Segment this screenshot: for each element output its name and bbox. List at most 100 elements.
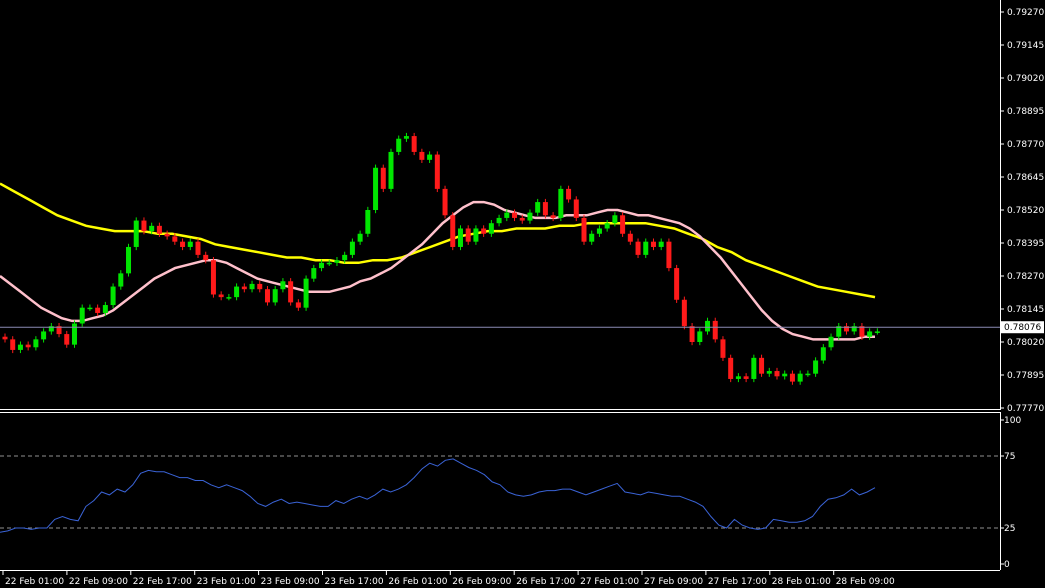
price-tick-label: 0.78270 <box>1007 272 1044 282</box>
candle-body <box>388 151 394 189</box>
candle-body <box>836 326 842 337</box>
candle-body <box>820 347 826 361</box>
candle-body <box>349 241 355 255</box>
current-price-group: 0.78076 <box>0 321 1044 334</box>
current-price-label: 0.78076 <box>1004 323 1041 333</box>
candle-body <box>759 357 765 374</box>
candle-body <box>419 151 425 160</box>
candle-body <box>434 154 440 189</box>
candle-body <box>156 225 162 234</box>
candle-body <box>442 188 448 216</box>
candle-body <box>226 297 232 299</box>
candle-body <box>149 225 155 232</box>
candle-body <box>288 281 294 303</box>
candle-body <box>25 344 31 348</box>
price-tick-label: 0.78020 <box>1007 338 1044 348</box>
candle-body <box>241 286 247 290</box>
candle-body <box>133 220 139 247</box>
time-tick-label: 23 Feb 17:00 <box>325 577 384 587</box>
candle-body <box>95 307 101 313</box>
candle-body <box>789 373 795 382</box>
candle-body <box>620 215 626 234</box>
candle-body <box>164 233 170 237</box>
candle-body <box>550 215 556 218</box>
time-tick-label: 27 Feb 09:00 <box>644 577 703 587</box>
candle-body <box>720 339 726 358</box>
candle-body <box>249 283 255 290</box>
candle-body <box>457 228 463 247</box>
candle-body <box>10 339 16 350</box>
candle-body <box>33 339 39 348</box>
ma-slow-group <box>0 182 876 299</box>
candle-body <box>41 331 47 340</box>
time-tick-label: 27 Feb 01:00 <box>580 577 639 587</box>
oscillator-axis-ticks: 100 75 25 0 <box>1000 416 1021 570</box>
time-tick-label: 26 Feb 01:00 <box>388 577 447 587</box>
oscillator-line-group <box>0 458 876 533</box>
candle-body <box>79 307 85 324</box>
candle-body <box>705 320 711 332</box>
time-tick-label: 23 Feb 09:00 <box>261 577 320 587</box>
candle-body <box>396 138 402 152</box>
candle-body <box>180 241 186 247</box>
candle-body <box>110 286 116 306</box>
candle-body <box>87 307 93 310</box>
price-tick-label: 0.78645 <box>1007 173 1044 183</box>
ma-slow-line <box>0 182 876 299</box>
candle-body <box>596 228 602 234</box>
candle-body <box>573 199 579 218</box>
candle-body <box>650 241 656 247</box>
candle-body <box>496 217 502 224</box>
candle-body <box>797 373 803 382</box>
candle-body <box>172 236 178 242</box>
time-tick-label: 26 Feb 09:00 <box>452 577 511 587</box>
price-tick-label: 0.78395 <box>1007 239 1044 249</box>
candle-body <box>118 273 124 287</box>
price-tick-label: 0.78895 <box>1007 107 1044 117</box>
candle-body <box>488 223 494 234</box>
time-tick-label: 22 Feb 09:00 <box>69 577 128 587</box>
oscillator-tick-label: 75 <box>1004 452 1015 462</box>
time-axis-ticks: 22 Feb 01:00 22 Feb 09:00 22 Feb 17:00 23 F… <box>2 570 895 587</box>
price-tick-label: 0.77770 <box>1007 404 1044 414</box>
candle-body <box>210 260 216 295</box>
ma-fast-group <box>0 200 875 341</box>
candle-body <box>411 136 417 152</box>
candle-body <box>334 260 340 263</box>
candle-body <box>311 268 317 279</box>
oscillator-tick-label: 25 <box>1004 524 1015 534</box>
candle-body <box>766 371 772 374</box>
candle-body <box>512 212 518 218</box>
candle-body <box>2 336 8 340</box>
candle-body <box>187 241 193 247</box>
candle-body <box>450 215 456 247</box>
time-tick-label: 22 Feb 17:00 <box>133 577 192 587</box>
candle-body <box>581 217 587 242</box>
candle-body <box>735 376 741 379</box>
candle-body <box>481 228 487 234</box>
price-tick-label: 0.79270 <box>1007 8 1044 18</box>
candle-body <box>342 254 348 261</box>
candle-body <box>867 331 873 337</box>
candle-body <box>195 241 201 255</box>
candle-body <box>427 154 433 160</box>
candle-body <box>566 188 572 200</box>
candle-body <box>264 289 270 303</box>
candle-body <box>380 167 386 189</box>
candle-body <box>627 233 633 242</box>
price-tick-label: 0.78770 <box>1007 140 1044 150</box>
candle-body <box>48 326 54 332</box>
candles-group <box>2 132 880 385</box>
candle-body <box>813 360 819 374</box>
price-tick-label: 0.79145 <box>1007 41 1044 51</box>
oscillator-panel: 100 75 25 0 <box>0 412 1021 571</box>
candle-body <box>465 228 471 242</box>
candle-body <box>666 241 672 269</box>
candle-body <box>365 210 371 234</box>
price-tick-label: 0.79020 <box>1007 74 1044 84</box>
candle-body <box>542 202 548 216</box>
candle-body <box>874 331 880 333</box>
time-tick-label: 26 Feb 17:00 <box>516 577 575 587</box>
candle-body <box>64 334 70 345</box>
